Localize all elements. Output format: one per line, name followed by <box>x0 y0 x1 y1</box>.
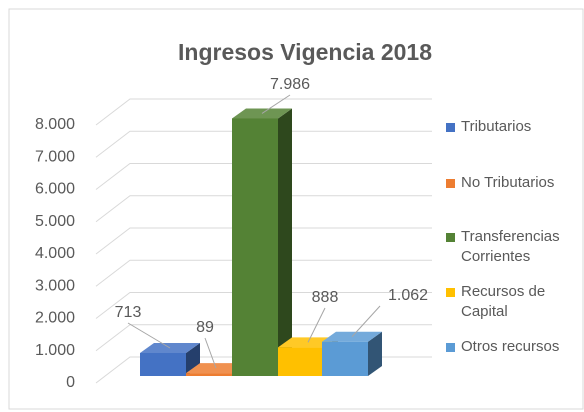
bar <box>278 347 324 376</box>
grid-line <box>95 98 432 126</box>
grid-line <box>95 259 432 287</box>
grid-line <box>95 163 432 190</box>
data-label: 1.062 <box>388 287 428 304</box>
y-tick-label: 0 <box>66 374 75 391</box>
legend-swatch <box>446 123 455 132</box>
y-tick-label: 4.000 <box>35 245 75 262</box>
legend-swatch <box>446 179 455 188</box>
leader-line <box>307 307 326 343</box>
y-tick-label: 3.000 <box>35 277 75 294</box>
legend-swatch <box>446 233 455 242</box>
leader-line <box>351 305 381 338</box>
legend-item: No Tributarios <box>446 173 582 193</box>
data-label: 89 <box>196 319 214 336</box>
legend-swatch <box>446 343 455 352</box>
y-tick-label: 1.000 <box>35 342 75 359</box>
data-label: 7.986 <box>270 76 310 93</box>
legend-item: Recursos de Capital <box>446 282 582 322</box>
grid-line <box>95 227 432 255</box>
y-tick-label: 7.000 <box>35 148 75 165</box>
legend-swatch <box>446 288 455 297</box>
bar <box>322 341 368 376</box>
bar <box>140 353 186 376</box>
y-tick-label: 6.000 <box>35 181 75 198</box>
chart-title: Ingresos Vigencia 2018 <box>178 39 432 65</box>
y-tick-label: 8.000 <box>35 116 75 133</box>
legend-item: Transferencias Corrientes <box>446 227 582 267</box>
leader-line <box>204 337 217 369</box>
grid-line <box>95 292 432 319</box>
grid-line <box>95 195 432 223</box>
y-tick-label: 2.000 <box>35 310 75 327</box>
data-label: 888 <box>312 289 339 306</box>
y-tick-label: 5.000 <box>35 213 75 230</box>
legend-item: Tributarios <box>446 117 582 137</box>
legend-label: Otros recursos <box>461 338 560 355</box>
bar <box>232 118 278 376</box>
bar-side <box>368 331 382 376</box>
leader-line <box>261 94 291 114</box>
bar <box>186 373 232 376</box>
legend-item: Otros recursos <box>446 337 582 357</box>
legend-label: Recursos de Capital <box>461 283 546 320</box>
legend-label: Tributarios <box>461 118 532 135</box>
data-label: 713 <box>115 304 142 321</box>
leader-line <box>127 322 171 349</box>
bar-side <box>278 108 292 376</box>
legend-label: Transferencias Corrientes <box>461 228 560 265</box>
legend-label: No Tributarios <box>461 174 555 191</box>
grid-line <box>95 130 432 158</box>
